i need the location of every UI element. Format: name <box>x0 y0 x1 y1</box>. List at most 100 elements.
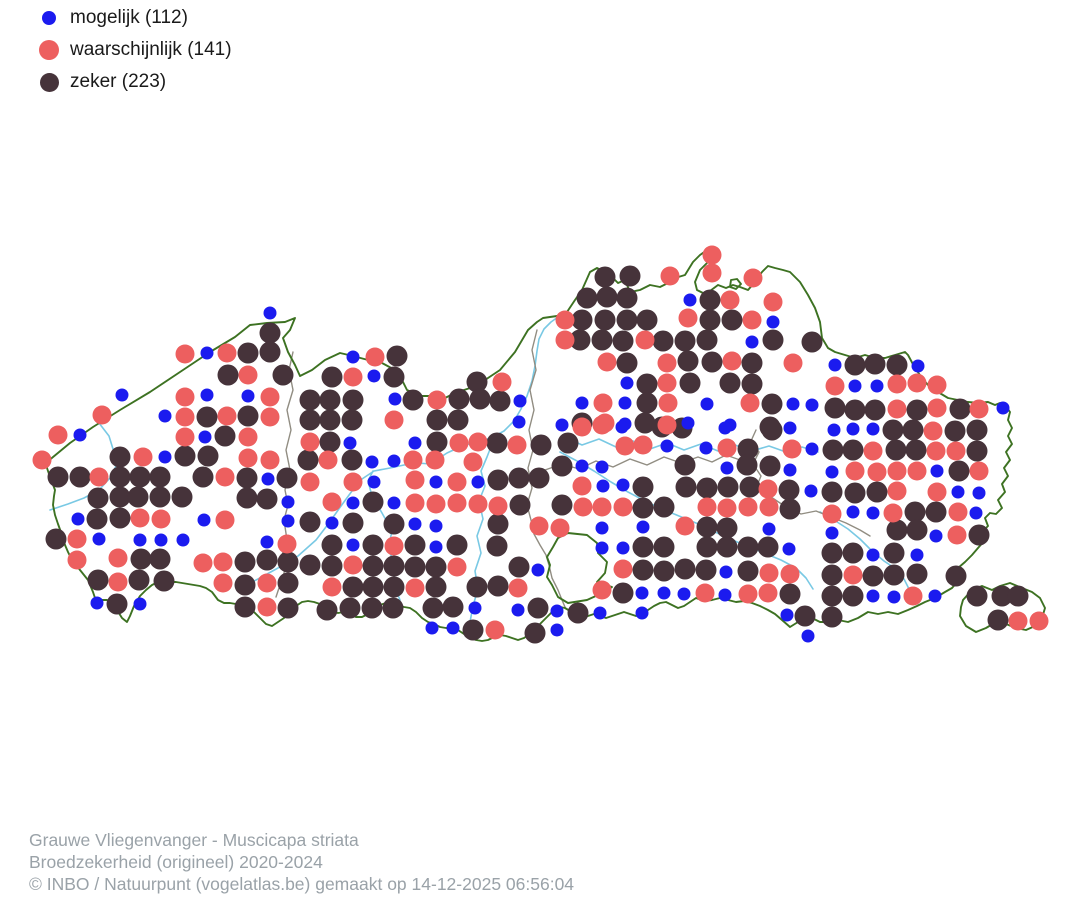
map-dot-zeker <box>696 477 718 499</box>
map-dot-waarschijnlijk <box>903 586 923 606</box>
river <box>559 451 814 590</box>
map-dot-waarschijnlijk <box>300 432 320 452</box>
map-dot-zeker <box>342 512 364 534</box>
map-dot-zeker <box>696 329 718 351</box>
map-dot-mogelijk <box>660 439 674 453</box>
map-dot-zeker <box>130 548 152 570</box>
river <box>564 436 819 453</box>
map-dot-waarschijnlijk <box>720 290 740 310</box>
map-dot-zeker <box>297 449 319 471</box>
map-dot-zeker <box>842 542 864 564</box>
map-dot-waarschijnlijk <box>151 509 171 529</box>
map-dot-zeker <box>272 364 294 386</box>
map-dot-zeker <box>447 409 469 431</box>
map-dot-mogelijk <box>388 392 402 406</box>
map-dot-mogelijk <box>176 533 190 547</box>
map-dot-waarschijnlijk <box>449 433 469 453</box>
map-dot-zeker <box>821 542 843 564</box>
map-dot-mogelijk <box>700 397 714 411</box>
map-dot-zeker <box>386 345 408 367</box>
map-dot-waarschijnlijk <box>343 367 363 387</box>
map-dot-zeker <box>234 596 256 618</box>
map-dot-mogelijk <box>200 388 214 402</box>
map-dot-zeker <box>86 508 108 530</box>
map-dot-mogelijk <box>929 529 943 543</box>
map-dot-zeker <box>237 405 259 427</box>
map-dot-mogelijk <box>92 532 106 546</box>
map-dot-zeker <box>632 536 654 558</box>
map-dot-mogelijk <box>783 463 797 477</box>
map-dot-zeker <box>237 342 259 364</box>
map-dot-mogelijk <box>263 306 277 320</box>
map-dot-waarschijnlijk <box>260 387 280 407</box>
map-dot-mogelijk <box>766 315 780 329</box>
map-dot-zeker <box>696 536 718 558</box>
map-dot-mogelijk <box>325 516 339 530</box>
map-dot-mogelijk <box>616 541 630 555</box>
map-dot-waarschijnlijk <box>508 578 528 598</box>
map-dot-waarschijnlijk <box>108 572 128 592</box>
map-dot-zeker <box>966 585 988 607</box>
map-dot-waarschijnlijk <box>492 372 512 392</box>
map-dot-waarschijnlijk <box>613 497 633 517</box>
map-dot-zeker <box>966 440 988 462</box>
map-dot-waarschijnlijk <box>759 497 779 517</box>
map-dot-waarschijnlijk <box>825 376 845 396</box>
map-dot-zeker <box>716 536 738 558</box>
map-dot-waarschijnlijk <box>758 479 778 499</box>
map-dot-waarschijnlijk <box>89 467 109 487</box>
map-dot-zeker <box>886 519 908 541</box>
map-dot-zeker <box>571 309 593 331</box>
map-dot-zeker <box>466 371 488 393</box>
map-dot-zeker <box>737 438 759 460</box>
map-dot-waarschijnlijk <box>463 452 483 472</box>
map-dot-zeker <box>196 406 218 428</box>
map-dot-zeker <box>596 286 618 308</box>
map-dot-waarschijnlijk <box>887 461 907 481</box>
map-dot-waarschijnlijk <box>597 352 617 372</box>
map-dot-waarschijnlijk <box>238 448 258 468</box>
map-caption: Grauwe Vliegenvanger - Muscicapa striata… <box>29 829 574 895</box>
map-dot-waarschijnlijk <box>1029 611 1049 631</box>
map-dot-zeker <box>741 352 763 374</box>
map-dot-zeker <box>299 554 321 576</box>
map-dot-mogelijk <box>367 475 381 489</box>
map-dot-mogelijk <box>657 586 671 600</box>
map-dot-waarschijnlijk <box>213 552 233 572</box>
map-dot-waarschijnlijk <box>946 441 966 461</box>
map-dot-zeker <box>256 549 278 571</box>
map-dot-waarschijnlijk <box>468 432 488 452</box>
map-dot-zeker <box>699 289 721 311</box>
map-dot-zeker <box>652 330 674 352</box>
map-dot-zeker <box>701 351 723 373</box>
map-dot-zeker <box>653 560 675 582</box>
map-dot-mogelijk <box>550 604 564 618</box>
map-dot-zeker <box>968 524 990 546</box>
map-dot-zeker <box>316 599 338 621</box>
map-dot-zeker <box>87 569 109 591</box>
map-dot-waarschijnlijk <box>845 461 865 481</box>
map-dot-waarschijnlijk <box>384 410 404 430</box>
map-dot-waarschijnlijk <box>843 565 863 585</box>
map-dot-mogelijk <box>281 514 295 528</box>
map-dot-zeker <box>1007 585 1029 607</box>
map-dot-waarschijnlijk <box>213 573 233 593</box>
map-dot-zeker <box>987 609 1009 631</box>
map-dot-waarschijnlijk <box>883 503 903 523</box>
map-dot-waarschijnlijk <box>573 497 593 517</box>
map-dot-zeker <box>527 597 549 619</box>
map-dot-mogelijk <box>636 520 650 534</box>
map-dot-zeker <box>321 555 343 577</box>
map-dot-mogelijk <box>828 358 842 372</box>
map-dot-zeker <box>866 481 888 503</box>
map-dot-waarschijnlijk <box>592 580 612 600</box>
map-dot-zeker <box>129 466 151 488</box>
mogelijk-dot-icon <box>42 11 56 25</box>
map-dot-zeker <box>508 556 530 578</box>
map-dot-waarschijnlijk <box>969 399 989 419</box>
map-dot-waarschijnlijk <box>507 435 527 455</box>
map-dot-zeker <box>234 551 256 573</box>
map-dot-zeker <box>569 329 591 351</box>
map-dot-mogelijk <box>154 533 168 547</box>
map-dot-zeker <box>821 481 843 503</box>
